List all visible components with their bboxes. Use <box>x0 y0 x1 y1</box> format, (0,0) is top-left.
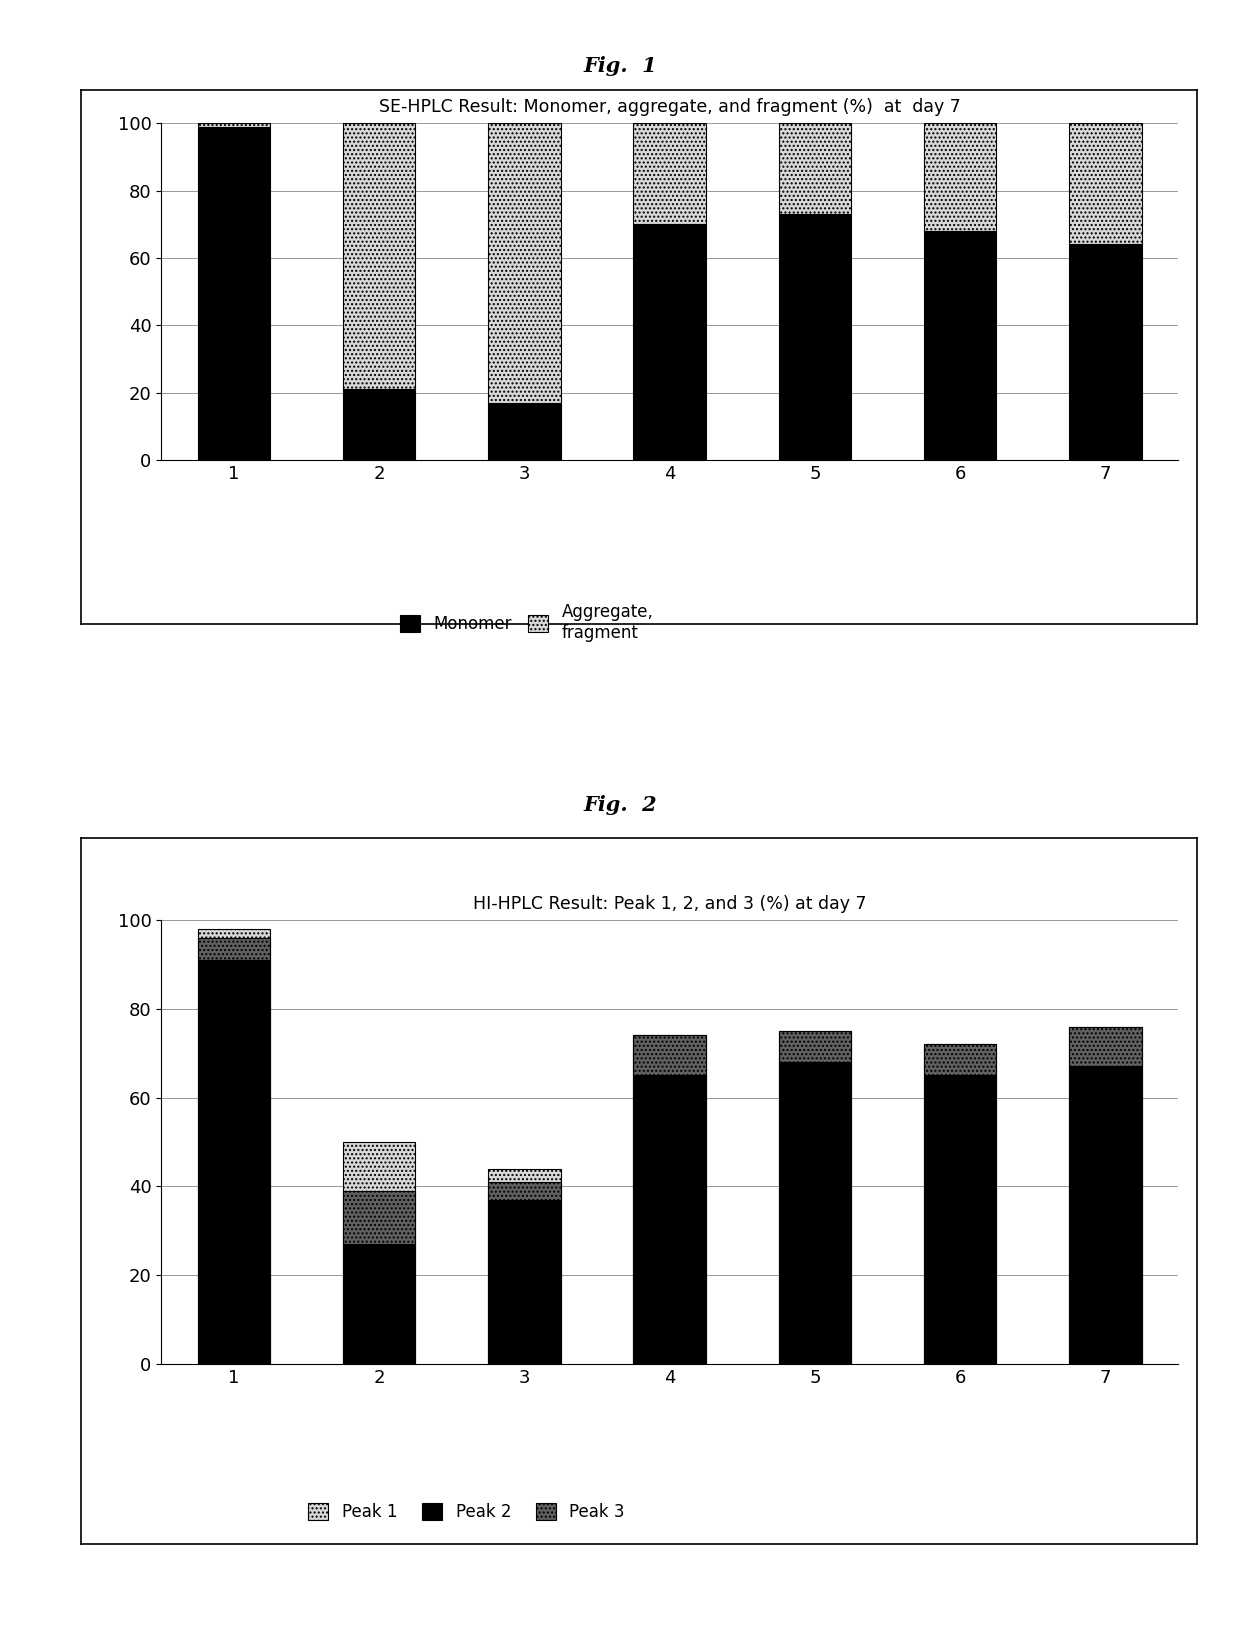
Bar <box>342 1244 415 1364</box>
Bar <box>489 1181 560 1199</box>
Bar <box>779 123 851 214</box>
Bar <box>924 123 997 232</box>
Bar <box>779 214 851 460</box>
Bar <box>197 960 270 1364</box>
Bar <box>197 123 270 127</box>
Bar <box>924 232 997 460</box>
Bar <box>1069 1066 1142 1364</box>
Bar <box>197 938 270 960</box>
Bar <box>342 389 415 460</box>
Title: HI-HPLC Result: Peak 1, 2, and 3 (%) at day 7: HI-HPLC Result: Peak 1, 2, and 3 (%) at … <box>472 895 867 914</box>
Bar <box>779 1032 851 1061</box>
Bar <box>924 1075 997 1364</box>
Bar <box>489 1168 560 1364</box>
Bar <box>342 1142 415 1364</box>
Bar <box>489 123 560 403</box>
Bar <box>1069 1027 1142 1364</box>
Bar <box>1069 1027 1142 1066</box>
Bar <box>489 1199 560 1364</box>
Legend: Peak 1, Peak 2, Peak 3: Peak 1, Peak 2, Peak 3 <box>301 1497 631 1528</box>
Text: Fig.  2: Fig. 2 <box>583 795 657 815</box>
Legend: Monomer, Aggregate,
fragment: Monomer, Aggregate, fragment <box>393 596 660 649</box>
Bar <box>634 1035 706 1364</box>
Bar <box>779 1061 851 1364</box>
Bar <box>342 1191 415 1244</box>
Bar <box>634 1035 706 1075</box>
Bar <box>779 1032 851 1364</box>
Bar <box>489 403 560 460</box>
Bar <box>634 1075 706 1364</box>
Bar <box>197 127 270 460</box>
Bar <box>634 123 706 225</box>
Bar <box>1069 245 1142 460</box>
Title: SE-HPLC Result: Monomer, aggregate, and fragment (%)  at  day 7: SE-HPLC Result: Monomer, aggregate, and … <box>378 99 961 117</box>
Bar <box>924 1045 997 1075</box>
Bar <box>342 123 415 389</box>
Bar <box>634 225 706 460</box>
Bar <box>1069 123 1142 245</box>
Bar <box>197 928 270 1364</box>
Bar <box>924 1045 997 1364</box>
Text: Fig.  1: Fig. 1 <box>583 56 657 76</box>
